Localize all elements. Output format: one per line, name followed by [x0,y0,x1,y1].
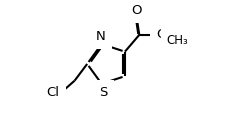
Text: Cl: Cl [46,86,59,99]
Text: CH₃: CH₃ [167,35,188,48]
Text: S: S [99,86,107,99]
Text: O: O [156,28,167,41]
Text: O: O [131,4,142,17]
Text: N: N [96,30,106,43]
